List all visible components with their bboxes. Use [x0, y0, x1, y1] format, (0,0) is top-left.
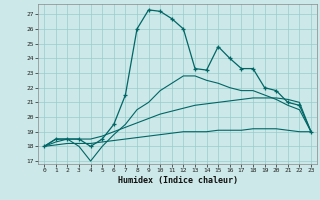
- X-axis label: Humidex (Indice chaleur): Humidex (Indice chaleur): [118, 176, 238, 185]
